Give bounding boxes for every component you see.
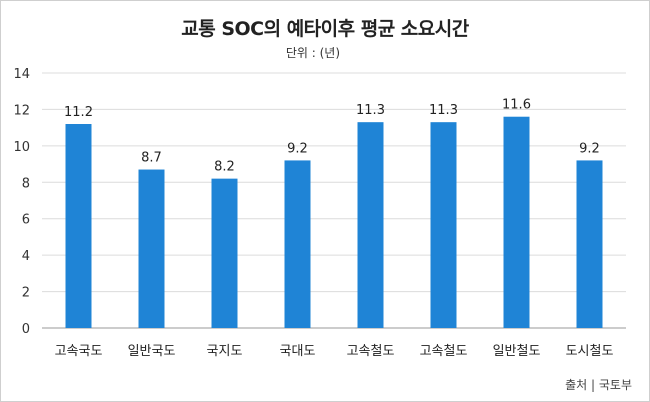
unit-label: 단위 : (년) [285, 46, 340, 60]
category-label: 도시철도 [566, 344, 614, 359]
bars [65, 116, 603, 328]
category-label: 일반철도 [493, 344, 541, 359]
data-label: 9.2 [287, 141, 308, 156]
bar [357, 122, 384, 328]
data-label: 11.3 [429, 103, 458, 118]
category-label: 국대도 [280, 344, 316, 359]
y-tick-label: 8 [22, 176, 30, 191]
chart-title: 교통 SOC의 예타이후 평균 소요시간 [181, 18, 469, 40]
y-tick-label: 10 [13, 140, 30, 155]
category-label: 국지도 [207, 344, 243, 359]
data-label: 11.2 [64, 105, 93, 120]
y-tick-label: 14 [13, 67, 30, 82]
source-label: 출처 | 국토부 [565, 378, 632, 392]
category-label: 고속철도 [420, 344, 468, 359]
gridlines [42, 72, 626, 329]
data-label: 11.3 [356, 103, 385, 118]
category-label: 일반국도 [128, 344, 176, 359]
category-label: 고속국도 [55, 344, 103, 359]
y-tick-label: 4 [22, 249, 30, 264]
data-label: 9.2 [579, 141, 600, 156]
data-labels: 11.2 8.7 8.2 9.2 11.3 11.3 11.6 9.2 [64, 98, 600, 175]
bar [65, 124, 92, 328]
y-tick-label: 12 [13, 103, 30, 118]
category-labels: 고속국도 일반국도 국지도 국대도 고속철도 고속철도 일반철도 도시철도 [55, 344, 614, 359]
y-tick-label: 2 [22, 286, 30, 301]
data-label: 11.6 [502, 98, 531, 113]
bar [430, 122, 457, 328]
data-label: 8.2 [214, 160, 235, 175]
y-tick-label: 0 [22, 322, 30, 337]
bar [503, 116, 530, 328]
bar [211, 178, 238, 328]
data-label: 8.7 [141, 151, 162, 166]
y-tick-label: 6 [22, 213, 30, 228]
category-label: 고속철도 [347, 344, 395, 359]
bar [138, 169, 165, 328]
bar [284, 160, 311, 328]
bar [576, 160, 603, 328]
y-axis-ticks: 0 2 4 6 8 10 12 14 [13, 67, 30, 337]
